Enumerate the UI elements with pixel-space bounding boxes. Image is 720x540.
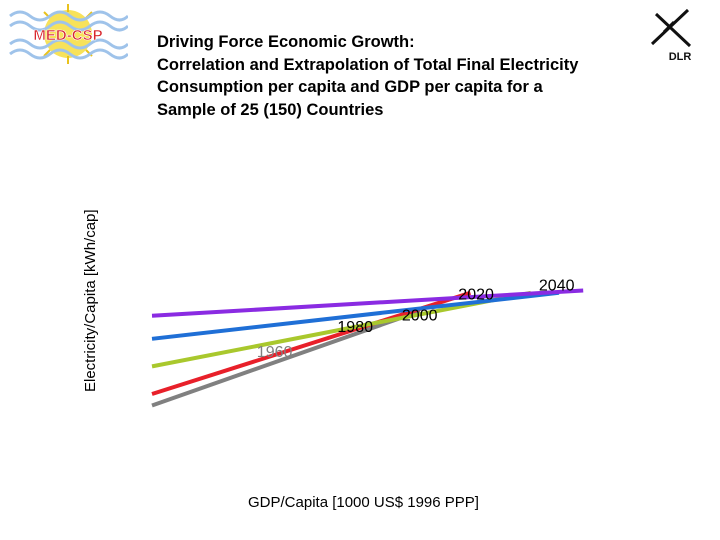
med-csp-logo: MED-CSP (8, 2, 130, 71)
series-label-1960: 1960 (257, 344, 293, 361)
series-line-2040 (151, 288, 584, 318)
series-label-2020: 2020 (458, 287, 494, 304)
chart-title: Driving Force Economic Growth: Correlati… (157, 31, 637, 121)
x-axis-label: GDP/Capita [1000 US$ 1996 PPP] (248, 494, 479, 511)
title-line: Driving Force Economic Growth: (157, 33, 415, 51)
wave-icon (9, 10, 130, 60)
series-label-1980: 1980 (337, 319, 373, 336)
series-line-2020 (151, 290, 560, 341)
title-line: Consumption per capita and GDP per capit… (157, 78, 543, 96)
title-line: Sample of 25 (150) Countries (157, 100, 384, 119)
svg-text:DLR: DLR (669, 51, 692, 63)
series-line-1960 (151, 309, 421, 408)
series-label-2040: 2040 (539, 278, 575, 295)
series-label-2000: 2000 (402, 307, 438, 324)
title-line: Correlation and Extrapolation of Total F… (157, 55, 579, 74)
svg-text:MED-CSP: MED-CSP (33, 27, 102, 44)
dlr-emblem-icon (650, 8, 692, 48)
dlr-logo: DLR (644, 6, 710, 71)
